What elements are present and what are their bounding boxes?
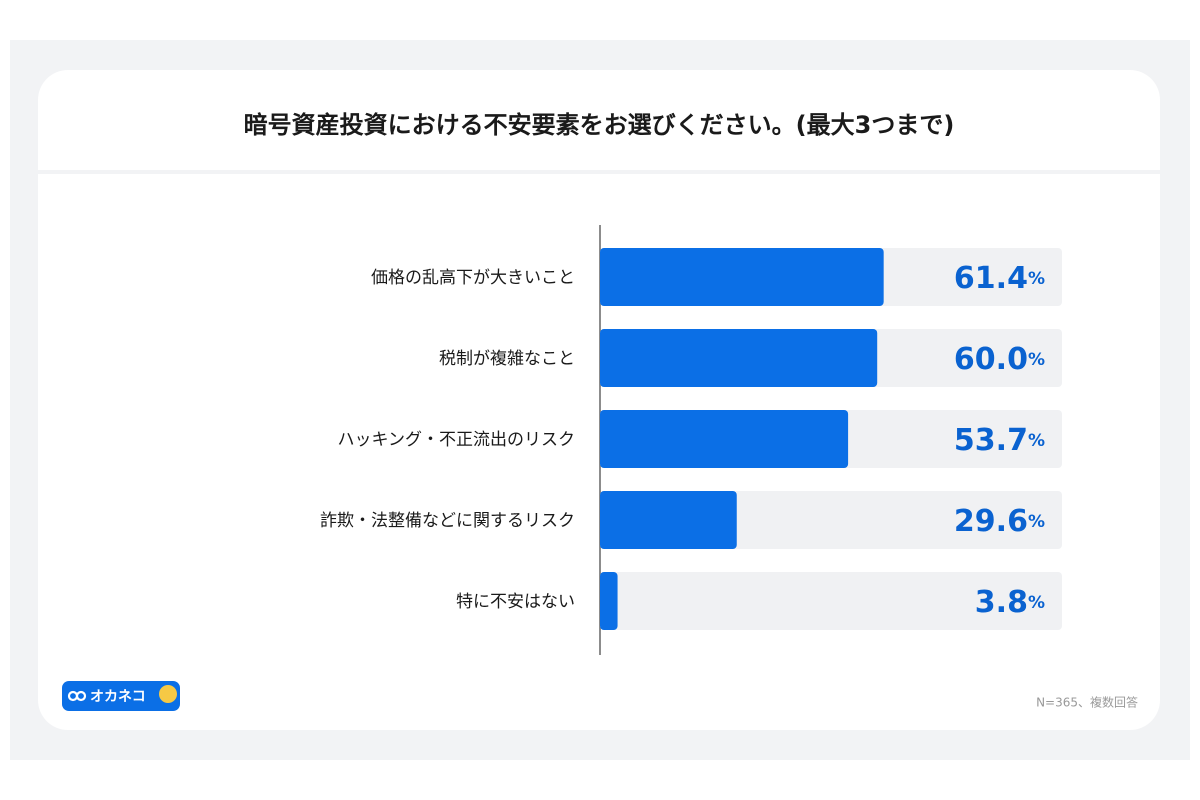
bar	[600, 572, 618, 630]
separator	[38, 170, 1160, 174]
value-label: 60.0%	[954, 342, 1045, 377]
chart-title: 暗号資産投資における不安要素をお選びください。(最大3つまで)	[244, 111, 955, 139]
value-number: 60.0	[954, 342, 1028, 377]
value-number: 29.6	[954, 504, 1028, 539]
bar	[600, 491, 737, 549]
logo-mascot	[159, 685, 177, 703]
value-unit: %	[1028, 350, 1045, 370]
value-unit: %	[1028, 512, 1045, 532]
category-label: 特に不安はない	[456, 592, 575, 612]
value-number: 61.4	[954, 261, 1028, 296]
logo-badge	[62, 681, 180, 711]
value-label: 61.4%	[954, 261, 1045, 296]
logo-icon	[75, 690, 87, 702]
value-label: 29.6%	[954, 504, 1045, 539]
brand-logo: オカネコ	[62, 681, 180, 711]
category-label: 詐欺・法整備などに関するリスク	[320, 511, 575, 531]
bar	[600, 248, 884, 306]
bar-track	[600, 572, 1062, 630]
value-label: 3.8%	[975, 585, 1045, 620]
value-number: 53.7	[954, 423, 1028, 458]
value-unit: %	[1028, 593, 1045, 613]
category-label: 価格の乱高下が大きいこと	[371, 268, 575, 288]
value-unit: %	[1028, 431, 1045, 451]
category-label: 税制が複雑なこと	[439, 349, 575, 369]
value-unit: %	[1028, 269, 1045, 289]
bar	[600, 410, 849, 468]
bar	[600, 329, 878, 387]
footnote: N=365、複数回答	[1036, 695, 1138, 710]
category-label: ハッキング・不正流出のリスク	[338, 430, 576, 450]
value-label: 53.7%	[954, 423, 1045, 458]
brand-name: オカネコ	[90, 689, 146, 705]
value-number: 3.8	[975, 585, 1028, 620]
card	[38, 70, 1160, 730]
